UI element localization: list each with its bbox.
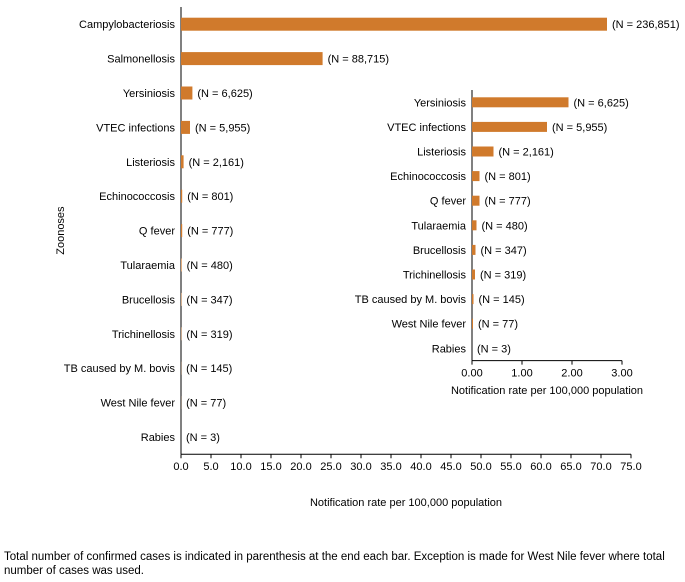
main-value-label: (N = 777) xyxy=(187,226,233,238)
inset-value-label: (N = 145) xyxy=(479,294,525,306)
inset-x-axis-title: Notification rate per 100,000 population xyxy=(451,385,643,397)
main-x-tick-label: 35.0 xyxy=(380,461,401,473)
main-x-tick-label: 15.0 xyxy=(260,461,281,473)
inset-bar xyxy=(472,220,477,231)
main-category-label: Rabies xyxy=(141,432,176,444)
main-bar xyxy=(181,258,182,272)
main-x-tick-label: 50.0 xyxy=(470,461,491,473)
main-value-label: (N = 347) xyxy=(186,294,232,306)
main-value-label: (N = 5,955) xyxy=(195,122,250,134)
main-y-axis-title: Zoonoses xyxy=(55,206,67,255)
inset-category-label: Brucellosis xyxy=(413,245,467,257)
inset-category-label: TB caused by M. bovis xyxy=(355,294,467,306)
main-x-tick-label: 60.0 xyxy=(530,461,551,473)
main-x-tick-label: 75.0 xyxy=(620,461,641,473)
main-x-tick-label: 5.0 xyxy=(203,461,218,473)
inset-value-label: (N = 3) xyxy=(477,343,511,355)
main-bar xyxy=(181,120,190,134)
main-category-label: Listeriosis xyxy=(126,157,175,169)
inset-value-label: (N = 5,955) xyxy=(552,122,607,134)
main-x-tick-label: 70.0 xyxy=(590,461,611,473)
main-bar xyxy=(181,52,323,66)
main-value-label: (N = 801) xyxy=(187,191,233,203)
main-x-tick-label: 10.0 xyxy=(230,461,251,473)
inset-category-label: Rabies xyxy=(432,343,467,355)
inset-value-label: (N = 319) xyxy=(480,270,526,282)
inset-category-label: Tularaemia xyxy=(411,220,466,232)
inset-value-label: (N = 2,161) xyxy=(499,147,554,159)
inset-category-label: Yersiniosis xyxy=(414,97,467,109)
main-category-label: Echinococcosis xyxy=(99,191,175,203)
main-value-label: (N = 88,715) xyxy=(328,54,389,66)
footnote: Total number of confirmed cases is indic… xyxy=(4,551,665,577)
inset-value-label: (N = 77) xyxy=(478,319,518,331)
inset-value-label: (N = 347) xyxy=(481,245,527,257)
inset-bar xyxy=(472,121,547,132)
main-x-tick-label: 40.0 xyxy=(410,461,431,473)
inset-bar-chart: 0.00 1.00 2.00 3.00 Yersiniosis (N = 6,625) VT… xyxy=(355,90,643,397)
inset-bar xyxy=(472,146,494,157)
inset-category-label: Q fever xyxy=(430,196,466,208)
inset-x-tick-label: 1.00 xyxy=(511,368,532,380)
main-value-label: (N = 6,625) xyxy=(197,88,252,100)
main-value-label: (N = 480) xyxy=(187,260,233,272)
main-x-tick-label: 20.0 xyxy=(290,461,311,473)
main-category-label: Campylobacteriosis xyxy=(79,19,175,31)
inset-x-tick-label: 0.00 xyxy=(461,368,482,380)
main-bar xyxy=(181,17,607,31)
main-category-label: TB caused by M. bovis xyxy=(64,363,176,375)
main-x-tick-label: 45.0 xyxy=(440,461,461,473)
main-bar xyxy=(181,224,183,238)
main-category-label: VTEC infections xyxy=(96,122,175,134)
inset-category-label: Trichinellosis xyxy=(403,270,467,282)
main-bar xyxy=(181,189,183,203)
inset-category-label: VTEC infections xyxy=(387,122,466,134)
main-category-label: Brucellosis xyxy=(122,294,176,306)
inset-category-label: West Nile fever xyxy=(392,319,467,331)
main-value-label: (N = 319) xyxy=(186,329,232,341)
main-x-axis-title: Notification rate per 100,000 population xyxy=(310,497,502,509)
main-x-tick-label: 65.0 xyxy=(560,461,581,473)
main-x-tick-label: 0.0 xyxy=(173,461,188,473)
inset-bar xyxy=(472,318,473,329)
inset-bar xyxy=(472,269,475,280)
main-value-label: (N = 2,161) xyxy=(189,157,244,169)
main-value-label: (N = 145) xyxy=(186,363,232,375)
main-bar xyxy=(181,86,193,100)
main-category-label: Salmonellosis xyxy=(107,54,175,66)
main-category-label: Yersiniosis xyxy=(123,88,176,100)
main-value-label: (N = 236,851) xyxy=(612,19,680,31)
main-bar-chart: 0.0 5.0 10.0 15.0 20.0 25.0 30.0 35.0 40.0 45.0 50… xyxy=(55,7,680,509)
inset-value-label: (N = 801) xyxy=(485,171,531,183)
main-value-label: (N = 3) xyxy=(186,432,220,444)
main-x-tick-label: 30.0 xyxy=(350,461,371,473)
inset-category-label: Echinococcosis xyxy=(390,171,466,183)
inset-value-label: (N = 480) xyxy=(482,220,528,232)
inset-bar xyxy=(472,244,476,255)
main-category-label: West Nile fever xyxy=(101,398,176,410)
main-category-label: Q fever xyxy=(139,226,175,238)
inset-bar xyxy=(472,294,474,305)
inset-x-tick-label: 3.00 xyxy=(611,368,632,380)
main-category-label: Tularaemia xyxy=(120,260,175,272)
inset-bar xyxy=(472,171,480,182)
zoonoses-chart: 0.0 5.0 10.0 15.0 20.0 25.0 30.0 35.0 40.0 45.0 50… xyxy=(55,7,680,509)
main-bar xyxy=(181,155,184,169)
inset-bar xyxy=(472,97,569,108)
main-x-tick-label: 55.0 xyxy=(500,461,521,473)
main-category-label: Trichinellosis xyxy=(112,329,176,341)
inset-bar xyxy=(472,195,480,206)
inset-category-label: Listeriosis xyxy=(417,147,466,159)
inset-value-label: (N = 6,625) xyxy=(574,97,629,109)
inset-value-label: (N = 777) xyxy=(485,196,531,208)
inset-x-tick-label: 2.00 xyxy=(561,368,582,380)
main-x-tick-label: 25.0 xyxy=(320,461,341,473)
main-value-label: (N = 77) xyxy=(186,398,226,410)
